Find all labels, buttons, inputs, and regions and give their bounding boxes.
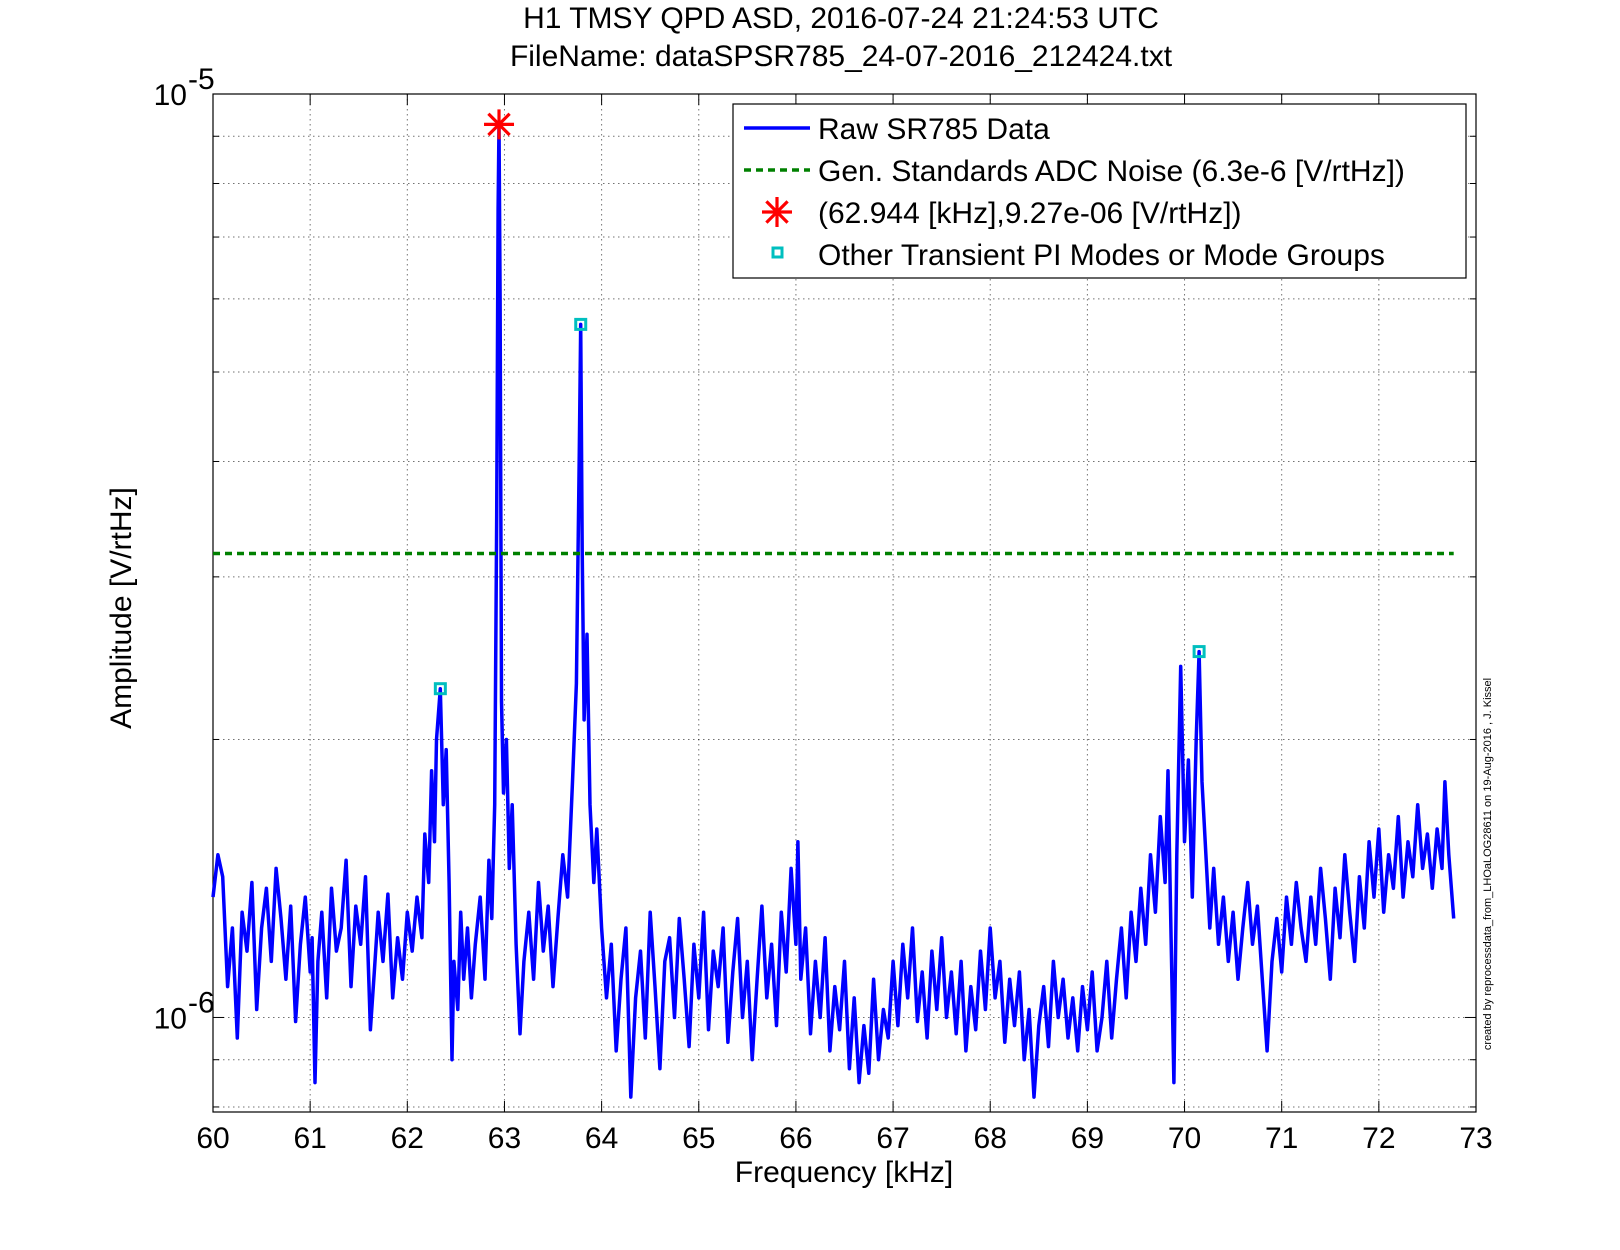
chart-title: H1 TMSY QPD ASD, 2016-07-24 21:24:53 UTC xyxy=(523,2,1159,35)
credit-note: created by reprocessdata_from_LHOaLOG286… xyxy=(1482,678,1494,1050)
peak-asterisk-marker-stroke xyxy=(487,112,511,137)
pi-mode-square-marker xyxy=(433,682,447,696)
legend-label-modes: Other Transient PI Modes or Mode Groups xyxy=(818,239,1385,272)
grid-layer xyxy=(213,94,1476,1112)
x-tick-label: 64 xyxy=(585,1122,618,1155)
x-tick-label: 62 xyxy=(391,1122,424,1155)
y-tick-exponent: -5 xyxy=(188,63,215,96)
x-tick-label: 68 xyxy=(974,1122,1007,1155)
x-axis-label: Frequency [kHz] xyxy=(735,1156,953,1189)
x-tick-label: 60 xyxy=(196,1122,229,1155)
x-tick-label: 66 xyxy=(779,1122,812,1155)
legend-label-raw: Raw SR785 Data xyxy=(818,113,1050,146)
x-tick-label: 65 xyxy=(682,1122,715,1155)
x-tick-label: 63 xyxy=(488,1122,521,1155)
x-tick-label: 71 xyxy=(1265,1122,1298,1155)
pi-mode-square-marker xyxy=(1192,645,1206,659)
peak-asterisk-marker xyxy=(484,109,515,140)
legend-label-peak: (62.944 [kHz],9.27e-06 [V/rtHz]) xyxy=(818,197,1242,230)
legend-frame xyxy=(732,103,1467,279)
series-layer xyxy=(211,122,1456,1099)
x-tick-label: 73 xyxy=(1459,1122,1492,1155)
legend-label-noise: Gen. Standards ADC Noise (6.3e-6 [V/rtHz… xyxy=(818,155,1405,188)
pi-mode-square-marker xyxy=(574,317,588,331)
x-tick-label: 69 xyxy=(1071,1122,1104,1155)
y-tick-label: 10 xyxy=(154,79,187,112)
legend-swatch-modes-square xyxy=(771,246,784,259)
legend-peak-asterisk xyxy=(762,197,792,227)
x-tick-label: 70 xyxy=(1168,1122,1201,1155)
y-tick-label: 10 xyxy=(154,1002,187,1035)
y-axis-label: Amplitude [V/rtHz] xyxy=(105,487,138,729)
x-tick-label: 67 xyxy=(876,1122,909,1155)
plot-area-frame xyxy=(212,93,1477,1113)
legend-box: Raw SR785 Data Gen. Standards ADC Noise … xyxy=(732,103,1467,279)
y-tick-exponent: -6 xyxy=(188,986,215,1019)
legend-swatch-peak-asterisk xyxy=(762,197,792,227)
legend-peak-asterisk-stroke xyxy=(765,200,789,224)
x-tick-label: 61 xyxy=(293,1122,326,1155)
marker-layer xyxy=(433,109,1206,696)
x-tick-label: 72 xyxy=(1362,1122,1395,1155)
chart-subtitle: FileName: dataSPSR785_24-07-2016_212424.… xyxy=(510,40,1173,73)
raw-sr785-data-line xyxy=(211,122,1456,1099)
